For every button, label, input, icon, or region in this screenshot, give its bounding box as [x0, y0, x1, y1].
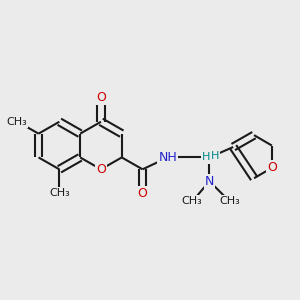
Text: CH₃: CH₃ — [7, 117, 28, 127]
Text: O: O — [96, 163, 106, 176]
Text: NH: NH — [158, 151, 177, 164]
Text: O: O — [267, 161, 277, 174]
Text: H: H — [202, 152, 211, 162]
Text: CH₃: CH₃ — [220, 196, 241, 206]
Text: CH₃: CH₃ — [181, 196, 202, 206]
Text: O: O — [138, 187, 148, 200]
Text: N: N — [205, 175, 214, 188]
Text: O: O — [96, 92, 106, 104]
Text: H: H — [211, 151, 219, 161]
Text: CH₃: CH₃ — [49, 188, 70, 198]
